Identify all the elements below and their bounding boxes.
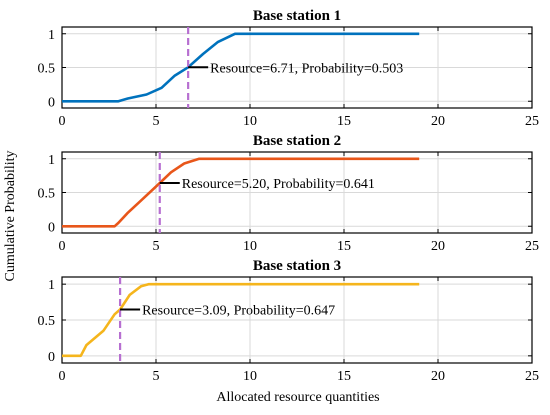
y-tick-label: 1 <box>48 278 55 293</box>
y-tick-label: 0.5 <box>38 187 56 202</box>
cdf-line <box>62 282 420 358</box>
x-tick-label: 25 <box>525 369 539 384</box>
x-tick-label: 15 <box>337 369 351 384</box>
subplot-title: Base station 3 <box>253 258 341 274</box>
x-tick-label: 15 <box>337 239 351 254</box>
x-tick-label: 5 <box>153 369 160 384</box>
y-tick-label: 1 <box>48 28 55 43</box>
x-tick-label: 5 <box>153 114 160 129</box>
y-tick-label: 0.5 <box>38 314 56 329</box>
cdf-line <box>62 157 420 228</box>
annotation-text: Resource=6.71, Probability=0.503 <box>210 61 403 76</box>
subplot-2: 0 5 10 15 20 25 0 0.5 1 Base station 2 Resource=5.… <box>38 133 540 254</box>
x-tick-label: 15 <box>337 114 351 129</box>
y-tick-label: 0 <box>48 350 55 365</box>
x-tick-label: 5 <box>153 239 160 254</box>
x-tick-label: 20 <box>431 239 445 254</box>
y-tick-label: 0.5 <box>38 62 56 77</box>
annotation-text: Resource=5.20, Probability=0.641 <box>182 177 375 192</box>
x-axis-label: Allocated resource quantities <box>216 390 379 405</box>
subplot-title: Base station 1 <box>253 8 341 24</box>
x-tick-label: 20 <box>431 114 445 129</box>
y-tick-label: 1 <box>48 153 55 168</box>
cdf-line <box>62 32 420 103</box>
x-tick-label: 0 <box>59 239 66 254</box>
y-tick-label: 0 <box>48 220 55 235</box>
x-tick-label: 25 <box>525 114 539 129</box>
annotation-text: Resource=3.09, Probability=0.647 <box>142 303 335 318</box>
subplot-3: 0 5 10 15 20 25 0 0.5 1 Base station 3 Resource=3.… <box>38 258 540 384</box>
x-tick-label: 20 <box>431 369 445 384</box>
x-tick-label: 0 <box>59 114 66 129</box>
subplot-1: 0 5 10 15 20 25 0 0.5 1 Base station 1 Resource=6.… <box>38 8 540 129</box>
x-tick-label: 10 <box>243 369 257 384</box>
subplot-title: Base station 2 <box>253 133 341 149</box>
x-tick-label: 10 <box>243 239 257 254</box>
y-axis-label: Cumulative Probability <box>3 150 18 281</box>
x-tick-label: 25 <box>525 239 539 254</box>
x-tick-label: 0 <box>59 369 66 384</box>
y-tick-label: 0 <box>48 95 55 110</box>
x-tick-label: 10 <box>243 114 257 129</box>
